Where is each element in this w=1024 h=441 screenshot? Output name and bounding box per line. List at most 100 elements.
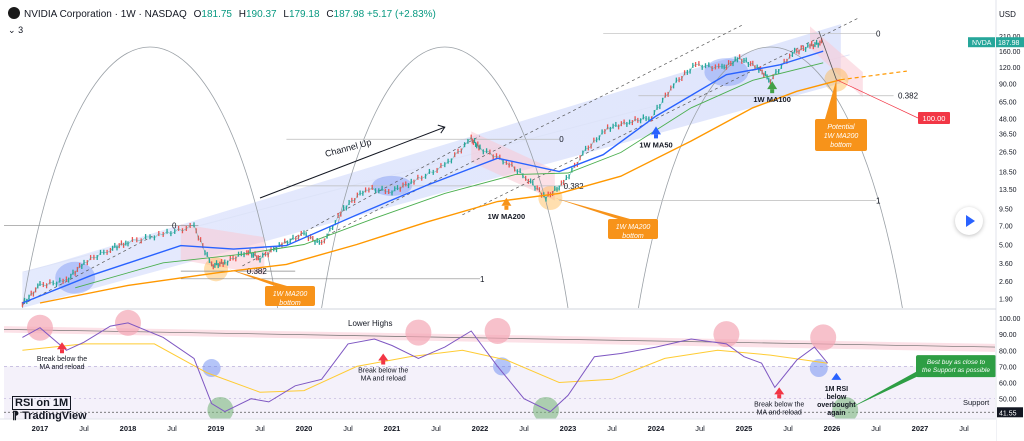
price-tick: 26.50 [999,149,1017,156]
ma200-potential-callout-pointer [825,79,837,119]
rsi-break-3: MA and reload [757,409,802,416]
price-line [22,40,822,305]
ma200-bottom-callout-2 [608,219,658,239]
nvidia-logo-icon [8,7,20,19]
rsi-peak-highlight [713,321,740,348]
tradingview-logo-icon: ⁋ [12,410,23,422]
price-tick: 9.50 [999,207,1013,214]
time-tick: Jul [431,424,441,433]
rsi-ma-line [22,343,828,393]
best-buy-text: Best buy as close to [927,359,986,366]
rsi-overbought-label: overbought [817,402,856,409]
ma100-touch-label-arrow-icon [767,81,778,90]
symbol-badge [968,37,995,48]
time-tick: Jul [519,424,529,433]
rsi-break-1: MA and reload [39,364,84,371]
time-tick: 2022 [472,424,489,433]
rsi-tick: 50.00 [999,397,1017,404]
rsi-support-highlight [207,396,234,423]
target-price-label: 100.00 [923,114,946,123]
price-tick: 48.00 [999,116,1017,123]
last-price-label: 187.98 [998,40,1020,47]
best-buy-text: the Support as possible [922,367,990,374]
rsi-tick: 41.55 [999,410,1017,417]
rsi-peak-highlight [484,317,511,344]
time-tick: Jul [695,424,705,433]
support-label: Support [963,398,990,407]
fib-label: 1 [480,275,485,284]
ma200-bottom-callout-2-pointer [554,198,630,219]
lower-highs-label: Lower Highs [348,319,392,328]
best-buy-pointer [849,369,932,409]
rsi-overbought-label: below [826,394,846,401]
projection-arrow [818,30,837,80]
time-tick: 2023 [560,424,577,433]
indicator-count: 3 [18,25,24,35]
tradingview-watermark: RSI on 1M ⁋ TradingView [12,396,87,422]
price-tick: 18.50 [999,170,1017,177]
rsi-break-3: Break below the [754,401,804,408]
time-axis-bg [0,419,996,441]
target-price-badge [918,112,950,124]
rsi-line [22,322,828,413]
ma50-touch-label: 1W MA50 [639,140,672,149]
rsi-overbought-label: 1M RSI [825,386,848,393]
dashed-trendline [321,23,745,239]
ma200-bottom-callout-1-text: 1W MA200 [273,291,308,298]
cycle-arc [321,46,569,309]
price-tick: 2.60 [999,279,1013,286]
play-button[interactable] [955,207,983,235]
indicator-toggle[interactable]: ⌄ 3 [8,25,23,36]
rsi-tick: 100.00 [999,316,1021,323]
ma200-touch-label-arrow-icon [501,197,512,206]
ohlc-low: 179.18 [288,9,320,20]
fib-label: 0.382 [898,92,919,101]
ma200-potential-callout-text: Potential [827,124,855,131]
rsi-tick: 60.00 [999,381,1017,388]
cycle-arc [638,46,903,309]
ma50-touch-label-arrow-icon [651,126,661,135]
ma-line-1w-ma50 [22,50,824,304]
dashed-trendline [462,17,859,216]
time-tick: 2025 [736,424,753,433]
time-tick: Jul [607,424,617,433]
rsi-tick: 90.00 [999,332,1017,339]
rsi-support-highlight [832,396,859,423]
time-tick: Jul [255,424,265,433]
fib-label: 0.382 [564,182,585,191]
channel-up-arrow [259,126,445,199]
ma50-touch-label-arrow-stem [654,134,658,139]
price-tick: 65.00 [999,99,1017,106]
ohlc-close: 187.98 [333,9,365,20]
time-tick: Jul [167,424,177,433]
ma200-bottom-callout-1-text: bottom [279,300,301,307]
ma50-touch-highlight [55,261,96,294]
ma-line-1w-ma100 [75,62,824,289]
cycle-arc [22,46,278,309]
time-tick: Jul [343,424,353,433]
rsi-break-2: MA and reload [361,376,406,383]
ma200-potential-callout-text: 1W MA200 [824,133,859,140]
chevron-down-icon: ⌄ [8,25,16,35]
price-tick: 13.50 [999,187,1017,194]
ma200-touch-label: 1W MA200 [488,212,526,221]
pullback-zone [180,224,265,275]
ma200-potential-callout [815,119,867,151]
tradingview-brand: TradingView [22,410,87,422]
dashed-trendline [22,234,155,305]
fib-label: 0 [559,135,564,144]
fib-label: 0 [172,222,177,231]
ma200-touch-label-arrow-stem [504,205,509,210]
rsi-peak-highlight [810,324,837,351]
rsi-overbought-break [493,357,511,376]
rsi-break-1-arrow-stem [60,349,64,354]
rsi-overbought-break [809,359,828,378]
price-tick: 90.00 [999,81,1017,88]
symbol-title[interactable]: NVIDIA Corporation · 1W · NASDAQ [24,9,187,20]
last-price-badge [996,37,1024,48]
ma100-touch-label-arrow-stem [770,89,775,94]
ohlc-open: 181.75 [201,9,232,20]
rsi-tick: 80.00 [999,348,1017,355]
rsi-overbought-label: again [827,410,845,417]
